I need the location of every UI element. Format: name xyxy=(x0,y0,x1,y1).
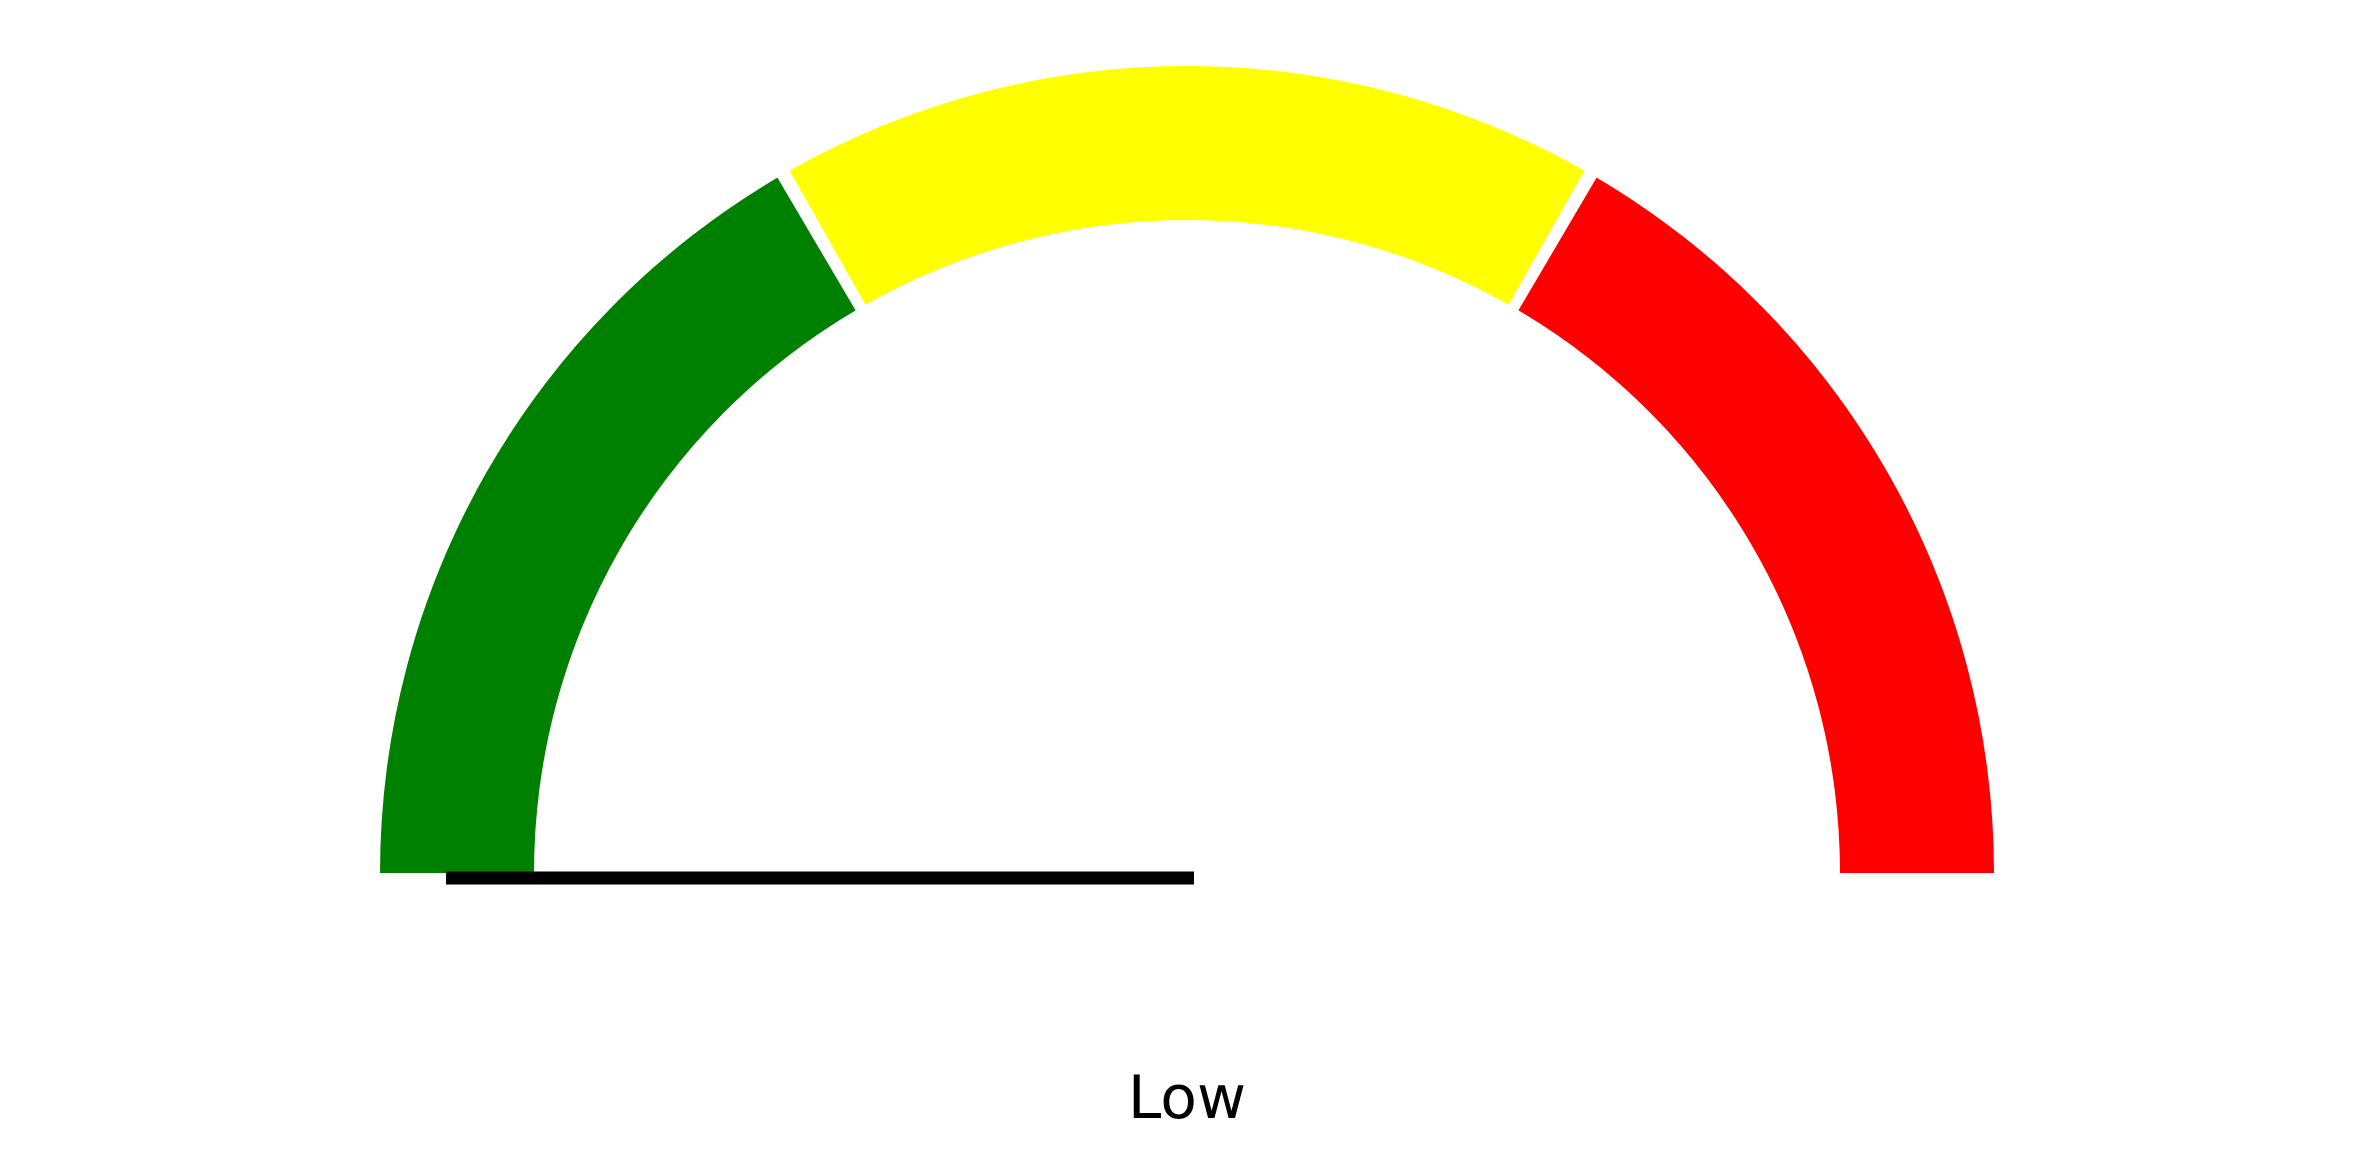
gauge-value-label: Low xyxy=(1128,1063,1246,1133)
gauge-zone-1 xyxy=(380,177,856,873)
gauge-zones xyxy=(380,65,1994,873)
gauge-zone-3 xyxy=(1518,177,1994,873)
gauge-zone-2 xyxy=(789,65,1585,305)
